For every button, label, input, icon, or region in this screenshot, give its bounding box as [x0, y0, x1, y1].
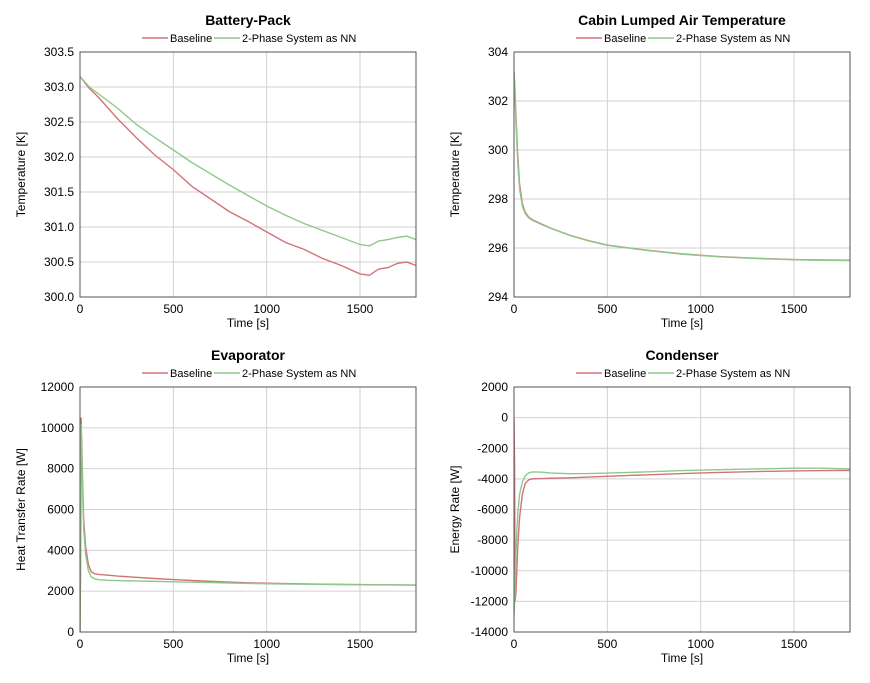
y-tick-label: 303.0	[44, 80, 74, 94]
y-axis-label: Heat Transfer Rate [W]	[14, 448, 28, 571]
plot-frame	[513, 51, 851, 298]
series-line-baseline	[80, 417, 416, 632]
x-axis-label: Time [s]	[227, 651, 269, 665]
legend-label-baseline: Baseline	[170, 33, 212, 45]
y-tick-label: 302.0	[44, 150, 74, 164]
legend-label-baseline: Baseline	[604, 33, 646, 45]
y-tick-label: 0	[67, 625, 74, 639]
x-axis-label: Time [s]	[661, 651, 703, 665]
chart-condenser: 0 500 1000 1500 2000 0 -2000 -4000 -6000 -8000 -10…	[448, 347, 851, 665]
legend-label-two-phase-nn: 2-Phase System as NN	[676, 33, 790, 45]
series-line-baseline	[80, 76, 416, 277]
y-axis-label: Temperature [K]	[448, 132, 462, 217]
x-tick-label: 500	[597, 302, 617, 316]
x-tick-label: 500	[163, 637, 183, 651]
y-tick-label: -2000	[477, 441, 508, 455]
y-axis-label: Energy Rate [W]	[448, 465, 462, 553]
y-tick-label: 302	[488, 94, 508, 108]
y-tick-label: 304	[488, 45, 508, 59]
plot-frame	[513, 386, 851, 633]
y-tick-label: 300.0	[44, 290, 74, 304]
y-tick-label: -8000	[477, 533, 508, 547]
chart-cabin-air-temp: 0 500 1000 1500 294 296 298 300 302 304 Cabin Lump…	[448, 12, 851, 330]
x-tick-label: 500	[163, 302, 183, 316]
x-tick-label: 0	[77, 637, 84, 651]
x-tick-label: 1500	[781, 637, 808, 651]
y-tick-label: 300	[488, 143, 508, 157]
y-tick-label: 303.5	[44, 45, 74, 59]
y-tick-label: -4000	[477, 472, 508, 486]
x-tick-label: 0	[511, 637, 518, 651]
chart-title: Condenser	[645, 347, 719, 363]
y-tick-label: 296	[488, 241, 508, 255]
y-tick-label: 0	[501, 411, 508, 425]
x-tick-label: 1000	[253, 637, 280, 651]
plot-frame	[79, 51, 417, 298]
y-tick-label: -12000	[471, 594, 509, 608]
y-tick-label: -10000	[471, 564, 509, 578]
x-tick-label: 1000	[687, 637, 714, 651]
legend-label-two-phase-nn: 2-Phase System as NN	[676, 368, 790, 380]
x-tick-label: 1500	[347, 637, 374, 651]
chart-title: Battery-Pack	[205, 12, 291, 28]
y-tick-label: 6000	[47, 503, 74, 517]
series-line-two-phase-nn	[80, 76, 416, 247]
series-line-two-phase-nn	[514, 71, 850, 262]
y-tick-label: 2000	[47, 584, 74, 598]
legend-label-two-phase-nn: 2-Phase System as NN	[242, 33, 356, 45]
x-tick-label: 1500	[781, 302, 808, 316]
legend-label-baseline: Baseline	[604, 368, 646, 380]
y-tick-label: -14000	[471, 625, 509, 639]
y-tick-label: 4000	[47, 543, 74, 557]
series-line-baseline	[514, 71, 850, 261]
plot-frame	[79, 386, 417, 633]
chart-title: Cabin Lumped Air Temperature	[578, 12, 786, 28]
x-tick-label: 500	[597, 637, 617, 651]
x-axis-label: Time [s]	[661, 316, 703, 330]
x-tick-label: 0	[77, 302, 84, 316]
y-tick-label: 8000	[47, 462, 74, 476]
y-tick-label: 300.5	[44, 255, 74, 269]
series-line-baseline	[514, 417, 850, 602]
y-tick-label: 2000	[481, 380, 508, 394]
chart-battery-pack: 0 500 1000 1500 300.0 300.5 301.0 301.5 302.0 302…	[14, 12, 417, 330]
y-tick-label: 298	[488, 192, 508, 206]
y-tick-label: -6000	[477, 503, 508, 517]
x-tick-label: 0	[511, 302, 518, 316]
x-tick-label: 1500	[347, 302, 374, 316]
chart-title: Evaporator	[211, 347, 285, 363]
y-tick-label: 294	[488, 290, 508, 304]
y-tick-label: 12000	[41, 380, 75, 394]
x-tick-label: 1000	[687, 302, 714, 316]
y-tick-label: 301.5	[44, 185, 74, 199]
legend-label-baseline: Baseline	[170, 368, 212, 380]
legend-label-two-phase-nn: 2-Phase System as NN	[242, 368, 356, 380]
x-tick-label: 1000	[253, 302, 280, 316]
x-axis-label: Time [s]	[227, 316, 269, 330]
y-tick-label: 10000	[41, 421, 75, 435]
y-tick-label: 301.0	[44, 220, 74, 234]
series-line-two-phase-nn	[80, 423, 416, 632]
y-axis-label: Temperature [K]	[14, 132, 28, 217]
chart-evaporator: 0 500 1000 1500 0 2000 4000 6000 8000 10000 12000 E…	[14, 347, 417, 665]
series-line-two-phase-nn	[514, 467, 850, 617]
y-tick-label: 302.5	[44, 115, 74, 129]
